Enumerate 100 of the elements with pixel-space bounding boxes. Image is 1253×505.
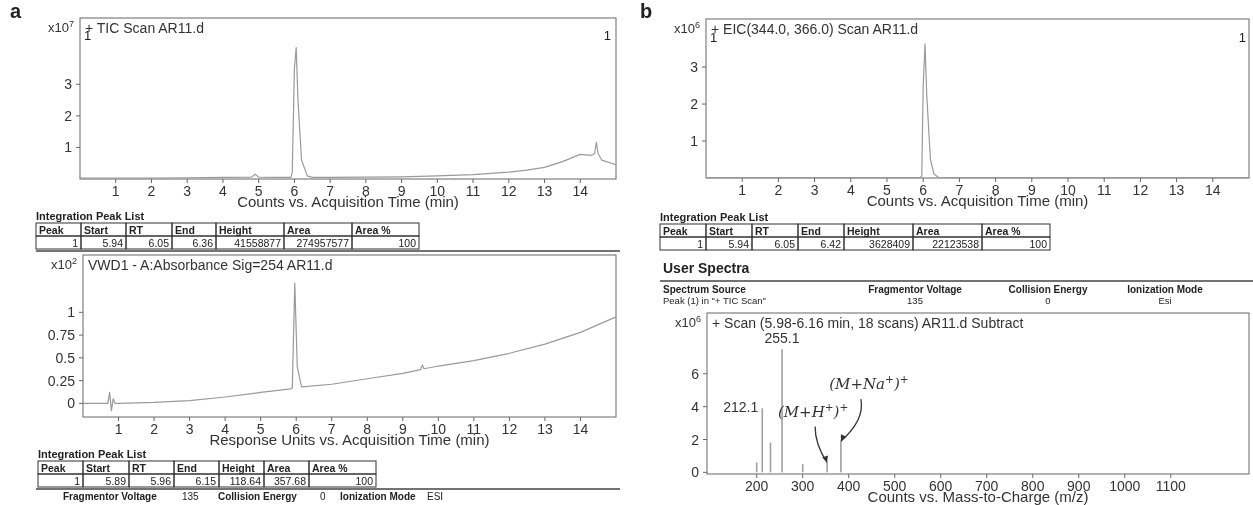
y-tick-label: 0 <box>691 464 700 481</box>
text: Integration Peak List <box>36 210 145 222</box>
x-tick-label: 800 <box>1021 478 1045 494</box>
line-series <box>79 47 617 179</box>
category-label: Spectrum Source <box>663 284 747 295</box>
text: 0 <box>1045 295 1051 306</box>
text: 0 <box>320 491 326 502</box>
x-tick-label: 2 <box>774 182 783 198</box>
x-tick-label: 14 <box>1205 182 1221 198</box>
text: 118.64 <box>229 474 262 487</box>
x-tick-label: 1 <box>111 183 120 199</box>
x-tick-label: 6 <box>292 421 301 437</box>
x-tick-label: 3 <box>183 183 192 199</box>
line-series <box>82 282 617 412</box>
text: 5.94 <box>102 236 124 249</box>
x-tick-label: 2 <box>150 421 159 437</box>
category-label: Area <box>916 224 940 237</box>
y-tick-label: 1 <box>67 304 76 321</box>
category-label: Peak <box>39 223 64 236</box>
category-label: Area <box>287 223 311 236</box>
y-tick-label: 1 <box>690 133 699 150</box>
x-tick-label: 7 <box>955 182 964 198</box>
y-axis-title: x10$^{7}$ <box>47 19 74 35</box>
category-label: Start <box>86 461 111 474</box>
x-tick-label: 2 <box>147 183 156 199</box>
category-label: Area % <box>355 223 392 236</box>
category-label: End <box>175 223 195 236</box>
text: Integration Peak List <box>660 211 769 223</box>
x-tick-label: 1 <box>738 182 747 198</box>
y-axis-title: x10$^{6}$ <box>673 20 700 36</box>
text: 3628409 <box>869 237 911 250</box>
x-tick-label: 6 <box>919 182 928 198</box>
x-tick-label: 5 <box>256 421 265 437</box>
y-tick-label: 2 <box>690 96 699 113</box>
category-label: Height <box>219 223 253 236</box>
x-tick-label: 12 <box>501 421 518 437</box>
text: 357.68 <box>273 474 307 487</box>
text: 41558877 <box>234 236 282 249</box>
category-label: Collision Energy <box>1008 284 1088 295</box>
y-tick-label: 1 <box>64 139 73 156</box>
x-tick-label: 9 <box>1027 182 1036 198</box>
text: a <box>10 0 22 22</box>
text: Esi <box>1158 295 1172 306</box>
text: 5.96 <box>150 474 172 487</box>
category-label: Area <box>267 461 291 474</box>
x-tick-label: 400 <box>837 478 861 494</box>
category-label: Area % <box>312 461 349 474</box>
y-tick-label: 0.75 <box>47 327 76 344</box>
x-tick-label: 12 <box>1132 182 1149 198</box>
line-series <box>705 43 1250 179</box>
x-tick-label: 300 <box>791 478 815 494</box>
chart-title: + Scan (5.98-6.16 min, 18 scans) AR11.d Subtract <box>712 315 1024 331</box>
annotation: 212.1 <box>723 399 759 416</box>
x-tick-label: 13 <box>537 421 553 437</box>
category-label: Area % <box>985 224 1022 237</box>
x-tick-label: 700 <box>975 478 999 494</box>
x-tick-label: 7 <box>327 421 336 437</box>
x-tick-label: 9 <box>397 183 406 199</box>
category-label: Start <box>84 223 109 236</box>
text: 135 <box>182 491 200 502</box>
annotation: (M+Na$^{+}$)$^{+}$ <box>829 373 909 394</box>
x-tick-label: 1 <box>114 421 123 437</box>
category-label: RT <box>132 461 147 474</box>
text: 274957577 <box>296 236 350 249</box>
text: b <box>640 0 653 22</box>
category-label: Fragmentor Voltage <box>63 491 158 502</box>
x-tick-label: 10 <box>429 183 446 199</box>
y-tick-label: 3 <box>64 76 73 93</box>
x-tick-label: 14 <box>572 183 589 199</box>
text: User Spectra <box>663 260 750 276</box>
x-tick-label: 7 <box>326 183 335 199</box>
text: 6.15 <box>195 474 217 487</box>
chart-title: VWD1 - A:Absorbance Sig=254 AR11.d <box>88 257 333 273</box>
text: 100 <box>398 236 417 249</box>
x-tick-label: 11 <box>1096 182 1112 198</box>
y-tick-label: 4 <box>691 398 700 415</box>
x-tick-label: 3 <box>185 421 194 437</box>
text: 135 <box>907 295 923 306</box>
y-tick-label: 3 <box>690 59 699 76</box>
x-tick-label: 1000 <box>1109 478 1141 494</box>
category-label: Start <box>709 224 734 237</box>
text: Peak (1) in "+ TIC Scan" <box>663 295 766 306</box>
y-tick-label: 0.25 <box>47 372 76 389</box>
y-tick-label: 2 <box>64 107 73 124</box>
x-tick-label: 13 <box>1168 182 1185 198</box>
x-tick-label: 4 <box>846 182 855 198</box>
annotation: 1 <box>1238 30 1246 45</box>
y-tick-label: 0.5 <box>55 349 76 366</box>
x-tick-label: 13 <box>536 183 553 199</box>
text: 5.94 <box>728 237 750 250</box>
text: 22123538 <box>932 237 980 250</box>
x-tick-label: 1100 <box>1155 478 1187 494</box>
category-label: Peak <box>663 224 688 237</box>
category-label: Ionization Mode <box>1127 284 1204 295</box>
y-tick-label: 0 <box>67 395 76 412</box>
category-label: RT <box>755 224 770 237</box>
annotation: (M+H$^{+}$)$^{+}$ <box>777 400 849 421</box>
text: 100 <box>1029 237 1048 250</box>
text: 6.42 <box>820 237 842 250</box>
text: 6.05 <box>774 237 796 250</box>
